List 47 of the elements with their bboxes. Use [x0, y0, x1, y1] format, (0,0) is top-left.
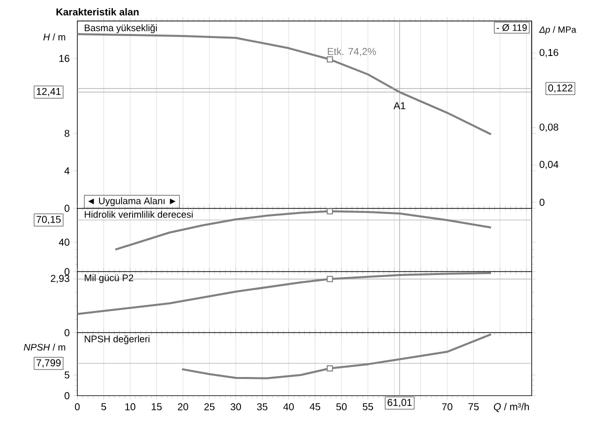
annotation: - Ø 119	[496, 24, 527, 32]
y-tick-label: 5	[64, 371, 70, 378]
y2-tick-label: 0	[540, 198, 544, 206]
y-tick-label: 16	[59, 54, 70, 62]
x-tick-label: 5	[101, 403, 106, 410]
ref-line-label: 61,01	[388, 398, 412, 408]
line-series	[76, 33, 492, 136]
chart-title: Karakteristik alan	[56, 8, 139, 16]
y-tick-label: 8	[64, 130, 70, 137]
x-tick-label: 75	[468, 403, 479, 410]
x-tick-label: 50	[336, 403, 347, 410]
ref-line-label: 12,41	[36, 88, 61, 96]
y-tick-label: 0	[64, 204, 70, 212]
ref-line-label: 70,15	[36, 216, 61, 224]
x-axis-title: Q / m³/h	[494, 402, 529, 412]
y2-tick-label: 0,16	[540, 48, 558, 58]
y-axis-title: H / m	[43, 33, 66, 40]
annotation: A1	[394, 102, 406, 110]
x-tick-label: 35	[257, 403, 268, 410]
x-tick-label: 40	[283, 403, 294, 410]
annotation: Mil gücü P2	[84, 274, 134, 284]
x-tick-label: 45	[310, 403, 320, 410]
annotation: NPSH değerleri	[84, 335, 150, 344]
annotation: Hidrolik verimlilik derecesi	[84, 210, 193, 218]
x-tick-label: 0	[74, 403, 80, 410]
x-tick-label: 25	[204, 403, 215, 410]
y-tick-label: 2,93	[50, 274, 70, 284]
x-tick-label: 20	[178, 403, 188, 410]
x-tick-label: 15	[152, 403, 162, 410]
ref-line-label: 0,122	[548, 84, 572, 93]
y-tick-label: 0	[64, 268, 70, 276]
ref-line-label: 7,799	[36, 359, 61, 368]
x-tick-label: 10	[125, 403, 136, 410]
y-tick-label: 40	[58, 238, 70, 246]
y-tick-label: 0	[64, 392, 70, 400]
y2-axis-title: Δp / MPa	[539, 26, 576, 35]
y-tick-label: 0	[64, 329, 70, 336]
x-tick-label: 30	[230, 403, 241, 410]
annotation: Etk. 74,2%	[328, 48, 376, 56]
y2-tick-label: 0,08	[540, 124, 558, 132]
y2-tick-label: 0,04	[540, 160, 558, 170]
y-tick-label: 4	[64, 167, 70, 174]
x-tick-label: 70	[442, 403, 452, 410]
annotation: ◄ Uygulama Alanı ►	[88, 197, 176, 206]
y-axis-title: NPSH / m	[24, 344, 66, 351]
annotation: Basma yüksekliği	[84, 24, 157, 34]
x-tick-label: 55	[362, 403, 374, 410]
